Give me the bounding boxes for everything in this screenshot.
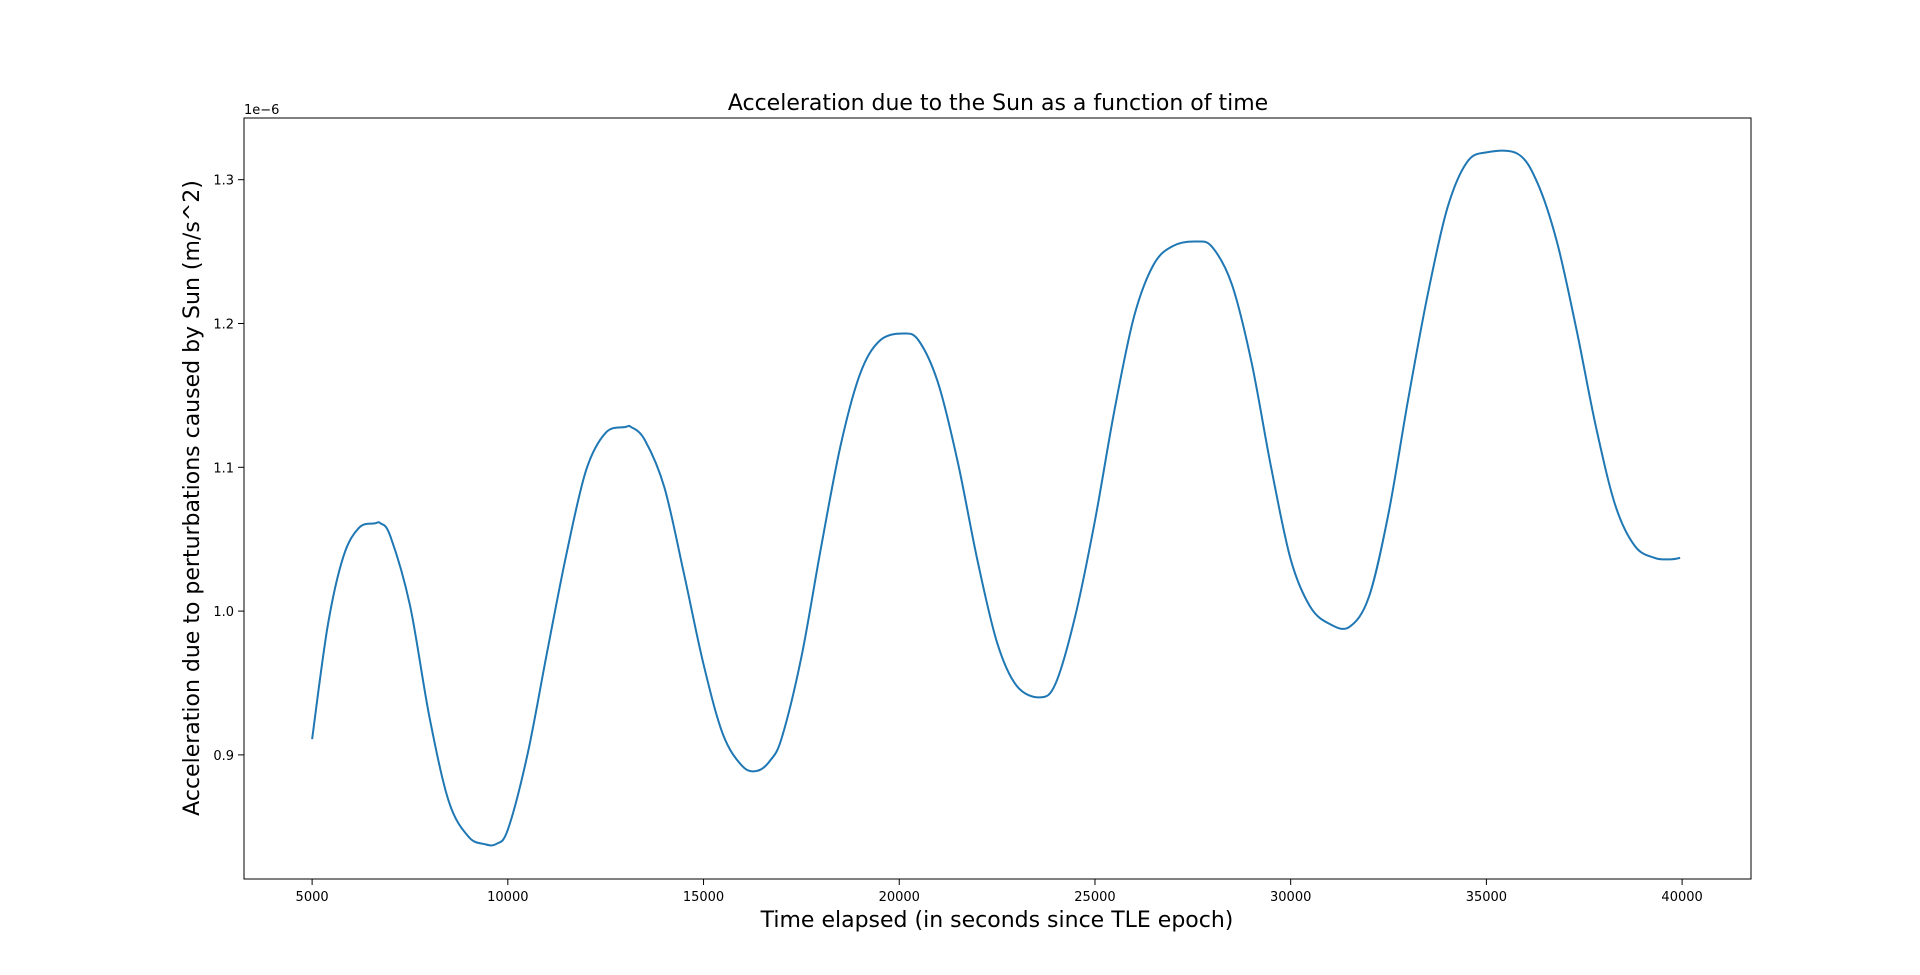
plot-frame <box>243 117 1752 880</box>
y-tick-label: 1.0 <box>213 605 234 620</box>
x-tick-label: 20000 <box>879 890 920 905</box>
x-tick-label: 40000 <box>1661 890 1702 905</box>
y-tick-label: 0.9 <box>213 749 234 764</box>
x-tick-label: 25000 <box>1074 890 1115 905</box>
x-tick-label: 15000 <box>683 890 724 905</box>
y-axis-offset-label: 1e−6 <box>244 103 279 118</box>
chart-title: Acceleration due to the Sun as a functio… <box>728 91 1268 116</box>
series-line-0 <box>311 149 1681 847</box>
y-tick-label: 1.2 <box>213 317 234 332</box>
x-axis-ticks: 5000 10000 15000 20000 25000 30000 35000 40000 <box>296 879 1703 905</box>
x-tick-label: 10000 <box>487 890 528 905</box>
y-tick-label: 1.3 <box>213 174 234 189</box>
x-tick-label: 30000 <box>1270 890 1311 905</box>
x-axis-label: Time elapsed (in seconds since TLE epoch… <box>760 908 1234 933</box>
y-axis-ticks: 0.9 1.0 1.1 1.2 1.3 <box>213 174 244 764</box>
y-axis-label: Acceleration due to perturbations caused… <box>180 180 205 816</box>
y-tick-label: 1.1 <box>213 461 234 476</box>
series-line-group <box>311 149 1681 847</box>
x-tick-label: 5000 <box>296 890 329 905</box>
x-tick-label: 35000 <box>1466 890 1507 905</box>
